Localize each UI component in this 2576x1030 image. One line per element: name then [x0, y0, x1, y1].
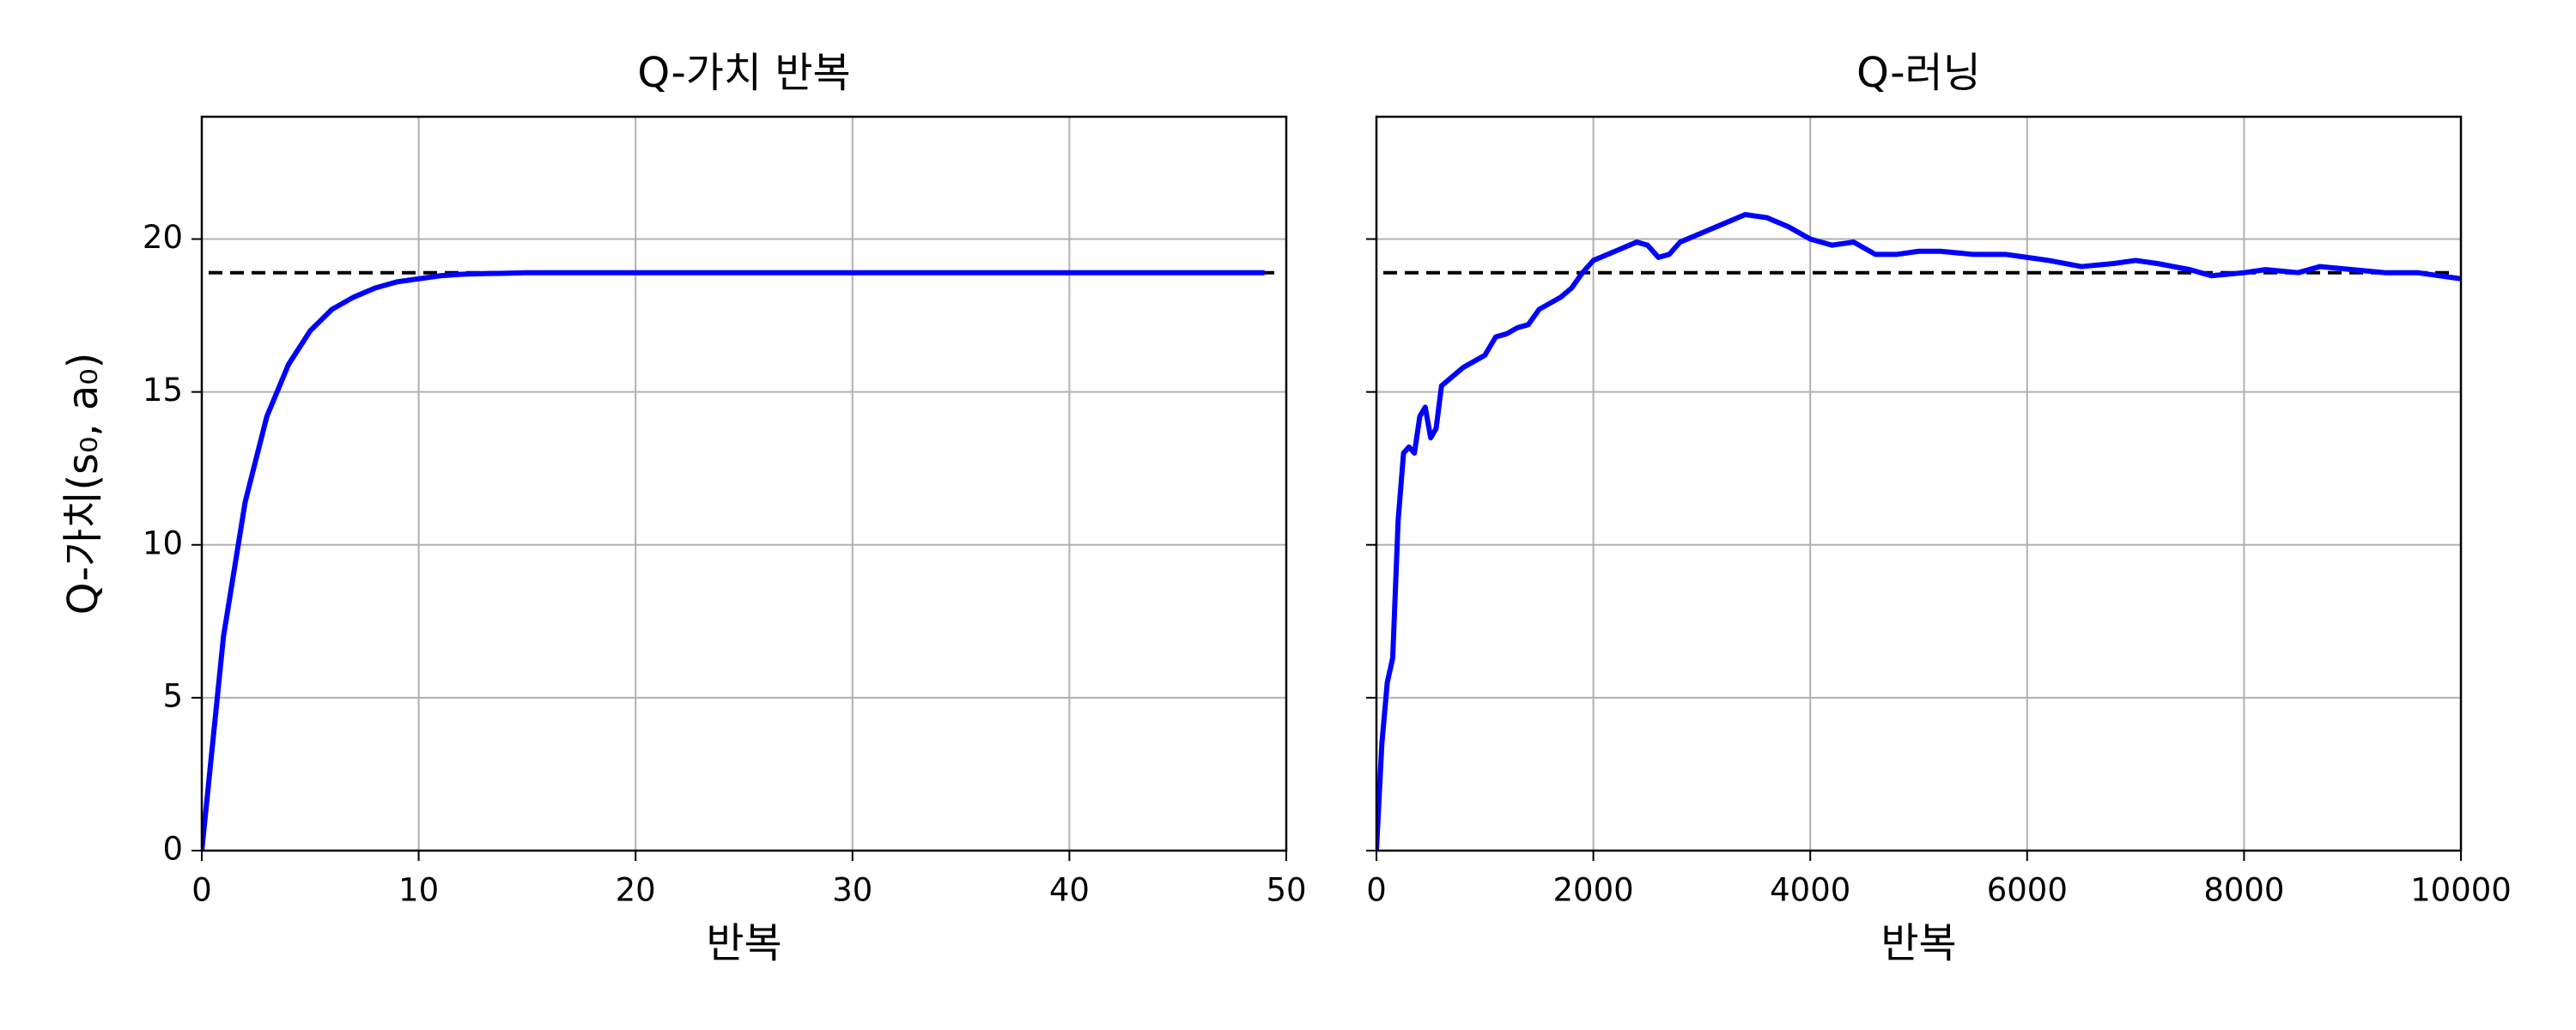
x-tick-label: 0 [1366, 872, 1387, 909]
y-tick-label: 0 [162, 831, 183, 868]
x-tick-label: 8000 [2203, 872, 2284, 909]
chart-title: Q-가치 반복 [637, 49, 850, 97]
data-line [202, 270, 1265, 851]
plot-frame [1375, 115, 2463, 852]
x-tick-label: 0 [191, 872, 212, 909]
x-tick-label: 10000 [2410, 872, 2512, 909]
y-tick-label: 20 [143, 219, 183, 256]
chart-title: Q-러닝 [1856, 49, 1981, 97]
y-tick-label: 15 [143, 372, 183, 409]
x-tick-label: 30 [832, 872, 872, 909]
plot-frame [200, 115, 1288, 852]
x-axis-label: 반복 [706, 919, 781, 967]
x-tick-label: 50 [1266, 872, 1306, 909]
x-tick-label: 4000 [1770, 872, 1850, 909]
x-tick-label: 2000 [1553, 872, 1634, 909]
x-tick-label: 20 [616, 872, 656, 909]
x-tick-label: 10 [398, 872, 439, 909]
x-axis-label: 반복 [1880, 919, 1956, 967]
y-tick-label: 5 [162, 677, 183, 714]
data-line [1376, 212, 2461, 851]
x-tick-label: 40 [1049, 872, 1090, 909]
y-axis-label: Q-가치(s₀, a₀) [59, 353, 107, 615]
y-tick-label: 10 [143, 524, 183, 561]
x-tick-label: 6000 [1987, 872, 2068, 909]
